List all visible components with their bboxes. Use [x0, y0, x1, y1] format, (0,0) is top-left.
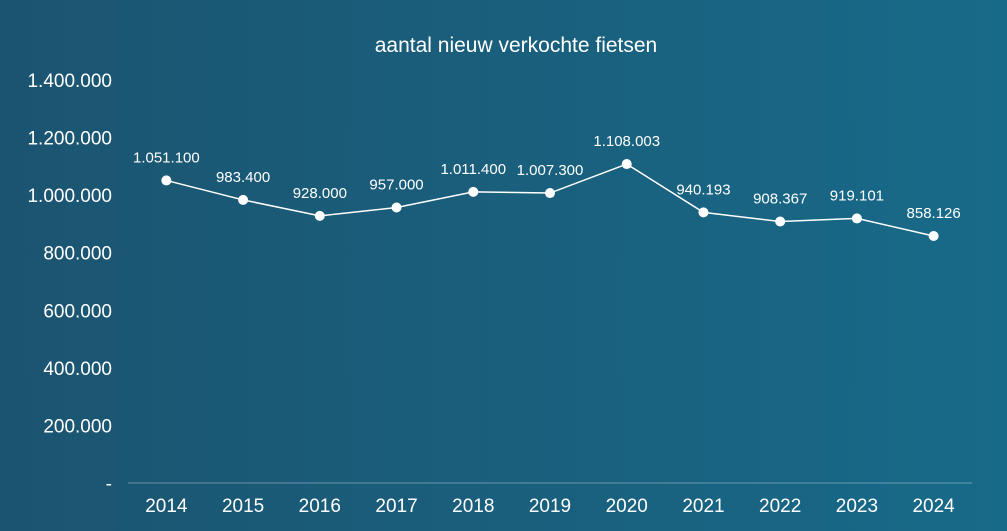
x-tick-label: 2021: [682, 496, 724, 517]
data-label: 928.000: [293, 185, 347, 202]
y-tick-label: 400.000: [43, 359, 112, 380]
x-tick-label: 2022: [759, 496, 801, 517]
x-tick-label: 2020: [606, 496, 648, 517]
x-tick-label: 2016: [299, 496, 341, 517]
x-axis-ticks: 2014 2015 2016 2017 2018 2019 2020 2021 2022 2023…: [145, 496, 955, 517]
data-point: [698, 207, 709, 218]
data-point: [775, 216, 786, 227]
y-tick-label: 600.000: [43, 301, 112, 322]
data-label: 957.000: [369, 177, 423, 194]
data-point: [928, 230, 939, 241]
data-label: 983.400: [216, 169, 270, 186]
x-tick-label: 2015: [222, 496, 264, 517]
data-point: [391, 202, 402, 213]
data-label: 908.367: [753, 191, 807, 208]
y-tick-label: 1.200.000: [27, 129, 112, 150]
data-point: [545, 188, 555, 199]
y-axis-ticks: - 200.000 400.000 600.000 800.000 1.000.000 1.…: [27, 71, 112, 495]
data-label: 1.051.100: [133, 149, 200, 166]
x-tick-label: 2014: [145, 496, 188, 517]
data-point: [851, 213, 862, 224]
data-point: [314, 210, 325, 221]
data-point: [621, 159, 632, 170]
data-point: [238, 194, 249, 205]
y-tick-label: 1.400.000: [27, 71, 112, 92]
data-point: [161, 175, 172, 186]
data-label: 1.011.400: [440, 161, 506, 178]
x-tick-label: 2017: [375, 496, 417, 517]
y-tick-label: 200.000: [43, 416, 112, 437]
data-label: 940.193: [676, 181, 730, 198]
data-label: 1.007.300: [517, 162, 584, 179]
y-tick-label: 800.000: [43, 244, 112, 265]
data-label: 1.108.003: [593, 133, 660, 150]
y-tick-label: -: [106, 474, 112, 495]
data-points: [161, 159, 939, 241]
data-label: 858.126: [907, 205, 961, 222]
x-tick-label: 2024: [912, 496, 955, 517]
x-tick-label: 2018: [452, 496, 494, 517]
data-labels: 1.051.100 983.400 928.000 957.000 1.011.400 1…: [133, 133, 961, 222]
y-tick-label: 1.000.000: [27, 186, 112, 207]
data-point: [468, 186, 479, 197]
x-tick-label: 2019: [529, 496, 571, 517]
x-tick-label: 2023: [836, 496, 878, 517]
data-label: 919.101: [830, 187, 884, 204]
chart-title: aantal nieuw verkochte fietsen: [375, 34, 658, 57]
